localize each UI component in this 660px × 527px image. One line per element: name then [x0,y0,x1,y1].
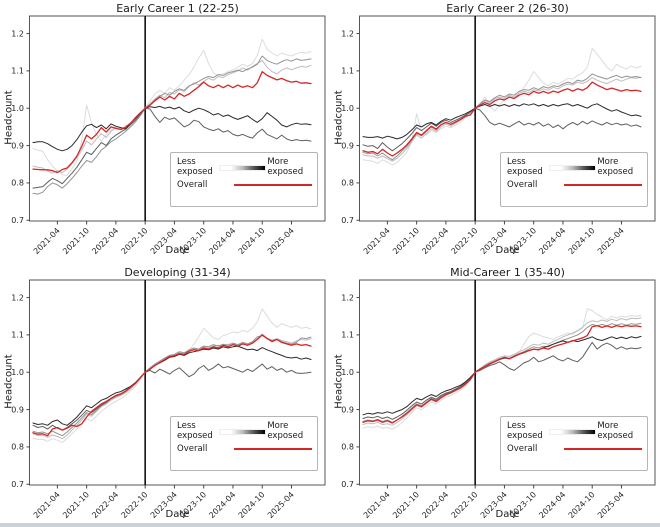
y-tick-label: 0.8 [11,443,24,452]
overall-line-swatch [564,184,642,187]
y-tick-label: 0.8 [11,179,24,188]
legend: Less exposed More exposed Overall [500,152,648,207]
legend-more-exposed-label: More exposed [597,421,634,442]
series-line-q1_least_exposed [362,48,642,166]
y-tick-label: 1.0 [341,104,354,113]
legend: Less exposed More exposed Overall [500,416,648,471]
legend-overall-label: Overall [507,180,538,191]
exposure-gradient-swatch [548,429,597,435]
chart-panel-mid-career-1: 0.7 0.8 0.9 1.0 1.1 1.2 2021-04 2021-10 2022-04 2… [330,264,660,527]
screen-bottom-edge [0,523,660,527]
series-line-overall [32,334,312,437]
legend-less-exposed-label: Less exposed [507,421,543,442]
series-line-q3 [362,73,642,161]
y-tick-label: 0.8 [341,179,354,188]
legend-more-exposed-label: More exposed [597,157,634,178]
y-tick-label: 0.9 [341,141,354,150]
series-line-overall [32,70,312,174]
y-tick-label: 1.0 [11,368,24,377]
y-tick-label: 1.1 [341,331,354,340]
exposure-gradient-swatch [218,165,267,171]
series-line-q5_most_exposed [362,103,642,140]
y-tick-label: 0.7 [341,480,354,489]
series-line-q5_most_exposed [32,345,312,426]
legend: Less exposed More exposed Overall [170,152,318,207]
legend-overall-label: Overall [177,180,208,191]
series-line-q3 [32,55,312,195]
chart-panel-developing: 0.7 0.8 0.9 1.0 1.1 1.2 2021-04 2021-10 2022-04 2… [0,264,330,527]
legend-more-exposed-label: More exposed [267,157,304,178]
y-tick-label: 1.1 [341,67,354,76]
y-tick-label: 1.2 [341,29,354,38]
y-tick-label: 0.9 [11,141,24,150]
legend-more-exposed-label: More exposed [267,421,304,442]
exposure-gradient-swatch [548,165,597,171]
legend-overall-label: Overall [507,444,538,455]
y-tick-label: 1.2 [11,29,24,38]
chart-title: Mid-Career 1 (35-40) [450,266,565,279]
overall-line-swatch [234,184,312,187]
legend-less-exposed-label: Less exposed [177,157,213,178]
chart-panel-early-career-2: 0.7 0.8 0.9 1.0 1.1 1.2 2021-04 2021-10 2022-04 2… [330,0,660,264]
y-axis-label: Headcount [3,354,15,409]
series-line-q5_most_exposed [32,105,312,152]
exposure-gradient-swatch [218,429,267,435]
y-tick-label: 1.0 [341,368,354,377]
y-tick-label: 1.1 [11,67,24,76]
y-axis-label: Headcount [3,90,15,145]
overall-line-swatch [564,448,642,451]
series-line-q4 [32,107,312,189]
y-tick-label: 0.7 [11,216,24,225]
series-line-overall [362,324,642,424]
y-tick-label: 1.0 [11,104,24,113]
y-tick-label: 0.9 [341,405,354,414]
legend-less-exposed-label: Less exposed [177,421,213,442]
chart-panel-early-career-1: 0.7 0.8 0.9 1.0 1.1 1.2 2021-04 2021-10 2022-04 2… [0,0,330,264]
chart-title: Early Career 2 (26-30) [446,2,569,15]
y-tick-label: 1.1 [11,331,24,340]
series-line-q4 [362,107,642,152]
y-tick-label: 1.2 [341,293,354,302]
series-line-q4 [362,341,642,420]
legend-less-exposed-label: Less exposed [507,157,543,178]
y-tick-label: 1.2 [11,293,24,302]
legend: Less exposed More exposed Overall [170,416,318,471]
x-axis-label: Date [165,245,190,256]
y-tick-label: 0.9 [11,405,24,414]
series-line-q4 [32,363,312,431]
chart-title: Early Career 1 (22-25) [116,2,239,15]
series-line-q2 [362,317,642,426]
legend-overall-label: Overall [177,444,208,455]
y-tick-label: 0.7 [341,216,354,225]
y-axis-label: Headcount [333,90,345,145]
chart-title: Developing (31-34) [124,266,231,279]
y-axis-label: Headcount [333,354,345,409]
x-axis-label: Date [495,245,520,256]
x-axis-label: Date [495,509,520,520]
y-tick-label: 0.8 [341,443,354,452]
series-line-overall [362,81,642,157]
series-line-q2 [362,76,642,162]
y-tick-label: 0.7 [11,480,24,489]
x-axis-label: Date [165,509,190,520]
overall-line-swatch [234,448,312,451]
